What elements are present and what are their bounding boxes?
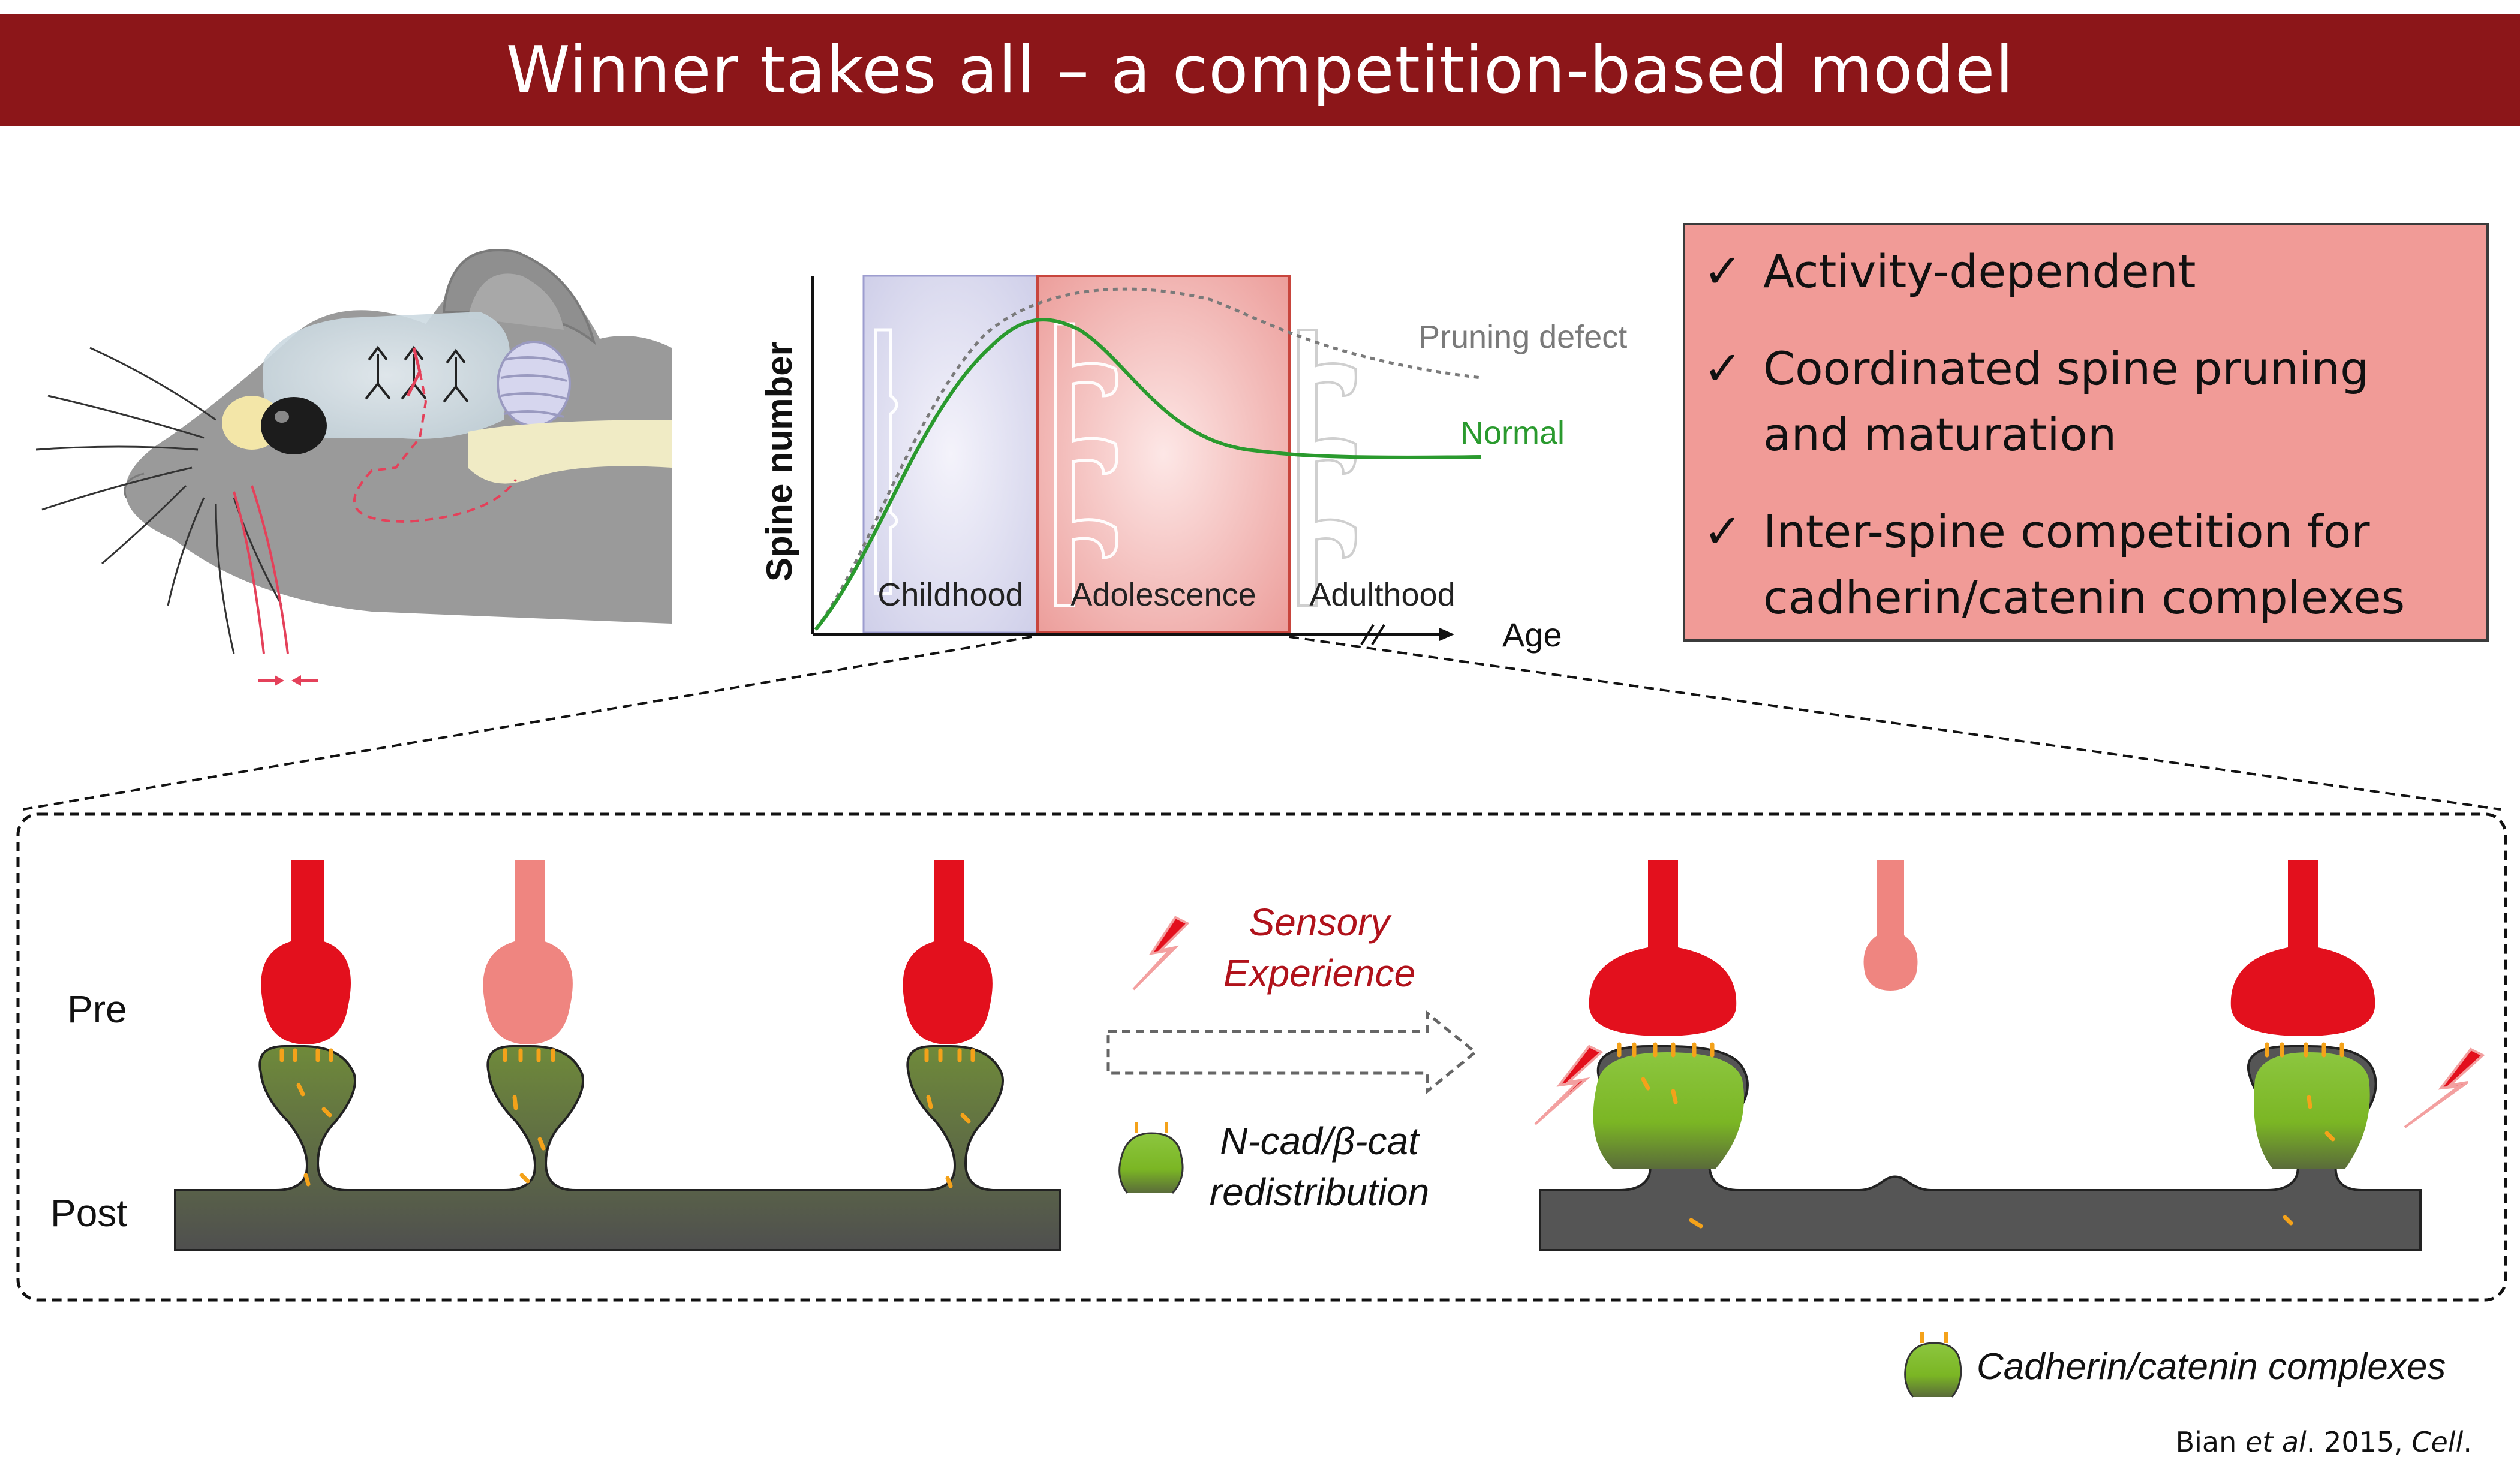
- spine-number-graph: Spine number Age Childhood Adolescence A…: [759, 275, 1627, 654]
- cadherin-complex-marks: [279, 1042, 2344, 1229]
- x-axis-label: Age: [1502, 616, 1562, 654]
- check-icon: ✓: [1703, 505, 1743, 559]
- sensory-label: Experience: [1223, 952, 1415, 995]
- citation: Bian et al. 2015, Cell.: [2175, 1426, 2472, 1458]
- slide-title: Winner takes all – a competition-based m…: [0, 14, 2520, 126]
- y-axis-label: Spine number: [759, 342, 799, 582]
- ncad-label: N-cad/β-cat: [1220, 1119, 1420, 1163]
- lightning-icon: [1132, 916, 1190, 991]
- dendrite-after: [1539, 1045, 2422, 1251]
- summary-item: ✓ Activity-dependent: [1703, 239, 2468, 305]
- post-label: Post: [50, 1191, 127, 1235]
- phase-label-adulthood: Adulthood: [1309, 577, 1455, 613]
- whisker-arrow-icon: [258, 675, 318, 686]
- cadherin-spine-icon: [1118, 1122, 1184, 1194]
- childhood-region: [862, 275, 1039, 634]
- pruning-defect-curve: [814, 287, 1482, 631]
- summary-item: ✓ Coordinated spine pruning and maturatio…: [1703, 336, 2468, 468]
- normal-label: Normal: [1460, 415, 1565, 451]
- presynaptic-terminal: [1589, 860, 1737, 1036]
- lightning-icon: [1534, 1044, 1604, 1125]
- pruning-defect-label: Pruning defect: [1418, 319, 1627, 355]
- presynaptic-terminal-weak: [483, 860, 573, 1044]
- transition-arrow-icon: [1106, 1010, 1478, 1095]
- lightning-icon: [2404, 1047, 2485, 1128]
- mouse-illustration: [36, 249, 672, 686]
- pre-label: Pre: [67, 988, 127, 1031]
- sensory-label: Sensory: [1249, 901, 1393, 944]
- presynaptic-terminal: [903, 860, 993, 1044]
- summary-item: ✓ Inter-spine competition for cadherin/ca…: [1703, 499, 2468, 631]
- lower-panel: [16, 812, 2507, 1302]
- ncad-label: redistribution: [1210, 1170, 1429, 1214]
- presynaptic-terminal: [2230, 860, 2375, 1036]
- legend-label: Cadherin/catenin complexes: [1977, 1346, 2446, 1387]
- eye-icon: [261, 397, 327, 454]
- dendrite-before: [174, 1045, 1061, 1251]
- phase-label-childhood: Childhood: [877, 577, 1023, 613]
- zoom-lines: [22, 636, 2501, 811]
- summary-panel: ✓ Activity-dependent ✓ Coordinated spine p…: [1683, 223, 2489, 642]
- adolescence-region: [1036, 275, 1291, 634]
- presynaptic-terminal-retracted: [1863, 860, 1918, 991]
- presynaptic-terminal: [261, 860, 351, 1044]
- phase-label-adolescence: Adolescence: [1070, 577, 1256, 613]
- legend-spine-icon: [1904, 1332, 1962, 1398]
- check-icon: ✓: [1703, 342, 1743, 396]
- normal-curve: [814, 318, 1482, 631]
- check-icon: ✓: [1703, 245, 1743, 299]
